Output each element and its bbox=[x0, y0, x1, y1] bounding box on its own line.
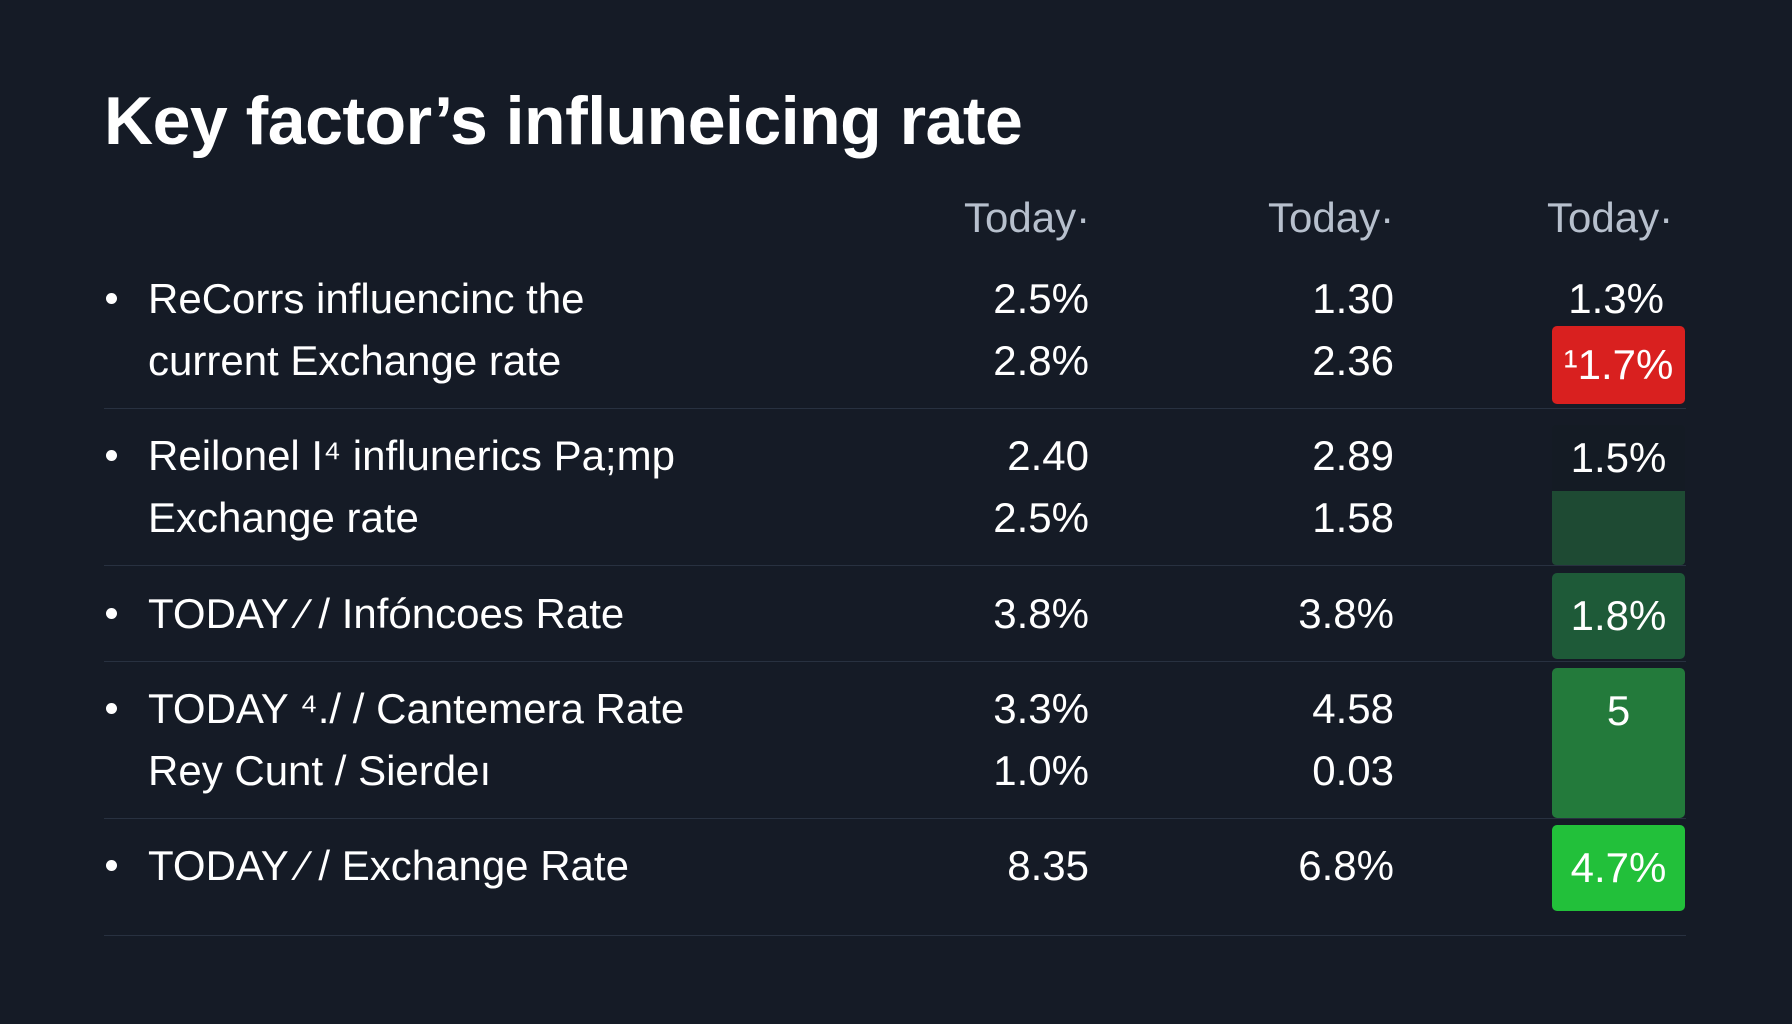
status-badge-bright-green: 4.7% bbox=[1552, 825, 1685, 911]
bullet-icon bbox=[106, 703, 117, 714]
cell-value: 1.58 bbox=[1312, 494, 1394, 541]
cell-value: 2.89 bbox=[1312, 432, 1394, 479]
cell-value: 8.35 bbox=[1007, 842, 1089, 889]
cell-value: 3.3% bbox=[993, 685, 1089, 732]
row-label-line: Exchange rate bbox=[148, 494, 419, 541]
cell-value: 2.8% bbox=[993, 337, 1089, 384]
cell-value: 2.40 bbox=[1007, 432, 1089, 479]
column-header-today-3: Today· bbox=[1547, 194, 1674, 241]
bullet-icon bbox=[106, 293, 117, 304]
row-label-line: Rey Cunt / Sierdeı bbox=[148, 747, 492, 794]
page-title: Key factor’s influneicing rate bbox=[104, 83, 1023, 159]
badge-value: 5 bbox=[1606, 687, 1631, 734]
column-header-today-1: Today· bbox=[964, 194, 1091, 241]
bullet-icon bbox=[106, 608, 117, 619]
status-badge-red: ¹1.7% bbox=[1552, 326, 1685, 404]
badge-value: 4.7% bbox=[1570, 844, 1667, 891]
row-label-line: TODAY ⁴./ / Cantemera Rate bbox=[148, 685, 685, 732]
cell-value: 6.8% bbox=[1298, 842, 1394, 889]
row-label-line: ReCorrs influencinc the bbox=[148, 275, 585, 322]
badge-value: 1.8% bbox=[1570, 592, 1667, 639]
cell-value: 2.5% bbox=[993, 494, 1089, 541]
row-divider bbox=[104, 408, 1686, 409]
bullet-icon bbox=[106, 860, 117, 871]
cell-value: 2.36 bbox=[1312, 337, 1394, 384]
row-label-line: TODAY ⁄ / Exchange Rate bbox=[148, 842, 629, 889]
row-divider bbox=[104, 818, 1686, 819]
cell-value: 3.8% bbox=[1298, 590, 1394, 637]
cell-value: 1.30 bbox=[1312, 275, 1394, 322]
status-badge-mid-green: 5 bbox=[1552, 668, 1685, 818]
row-divider bbox=[104, 935, 1686, 936]
column-header-today-2: Today· bbox=[1268, 194, 1395, 241]
row-divider bbox=[104, 661, 1686, 662]
cell-value: 3.8% bbox=[993, 590, 1089, 637]
cell-value: 1.0% bbox=[993, 747, 1089, 794]
row-divider bbox=[104, 565, 1686, 566]
row-label-line: Reilonel I⁴ influnerics Pa;mp bbox=[148, 432, 675, 479]
bullet-icon bbox=[106, 450, 117, 461]
badge-value: 1.5% bbox=[1570, 434, 1667, 481]
cell-value: 4.58 bbox=[1312, 685, 1394, 732]
badge-value: ¹1.7% bbox=[1563, 341, 1674, 388]
status-badge-green: 1.8% bbox=[1552, 573, 1685, 659]
row-label-line: TODAY ⁄ / Infóncoes Rate bbox=[148, 590, 625, 637]
cell-value: 0.03 bbox=[1312, 747, 1394, 794]
row-label-line: current Exchange rate bbox=[148, 337, 562, 384]
cell-value: 2.5% bbox=[993, 275, 1089, 322]
cell-value: 1.3% bbox=[1568, 275, 1664, 322]
status-badge-dark-green: 1.5% bbox=[1552, 425, 1685, 565]
